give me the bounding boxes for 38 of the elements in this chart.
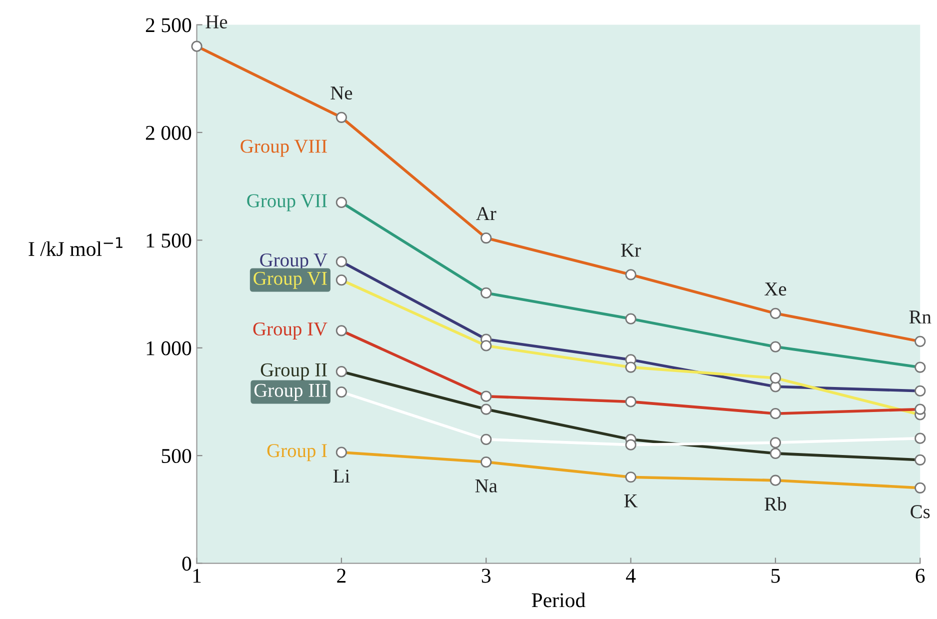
annotation: K (624, 494, 638, 508)
x-tick-label: 4 (626, 568, 636, 583)
x-tick-label: 2 (337, 568, 346, 583)
series-label: Group IV (253, 322, 328, 340)
annotation: Kr (621, 244, 641, 257)
annotation: Rn (909, 310, 932, 324)
series-label: Group V (260, 254, 328, 271)
y-tick-label: 1 500 (146, 234, 192, 248)
annotation: Ne (330, 86, 352, 100)
annotation: Ar (476, 207, 496, 220)
series-label: Group I (267, 444, 327, 462)
annotation: Na (475, 479, 498, 492)
series-label: Group VII (247, 194, 327, 212)
y-tick-label: 500 (162, 448, 192, 464)
point (480, 434, 492, 445)
y-tick-label: 0 (182, 556, 192, 571)
x-tick-label: 6 (916, 568, 925, 583)
y-tick-label: 2 500 (146, 18, 192, 32)
y-axis-title: I /kJ mol$^{−1}$ (28, 237, 122, 256)
annotation: He (206, 16, 228, 28)
y-tick-label: 1 000 (146, 341, 192, 356)
x-tick-label: 3 (482, 568, 491, 583)
series-label: Group III (254, 384, 327, 401)
point (770, 437, 782, 448)
point (336, 386, 347, 398)
annotation: Li (333, 470, 350, 483)
series-label: Group II (260, 363, 327, 380)
x-tick-label: 1 (193, 568, 201, 583)
series-label: Group VI (254, 272, 327, 289)
point (625, 439, 636, 450)
annotation: Cs (910, 505, 930, 518)
point (914, 432, 926, 444)
annotation: Rb (764, 497, 786, 511)
x-tick-label: 5 (771, 568, 780, 583)
series-label: Group VIII (240, 140, 327, 157)
y-tick-label: 2 000 (146, 126, 192, 140)
annotation: Xe (764, 282, 786, 296)
x-axis-title: Period (532, 592, 586, 608)
